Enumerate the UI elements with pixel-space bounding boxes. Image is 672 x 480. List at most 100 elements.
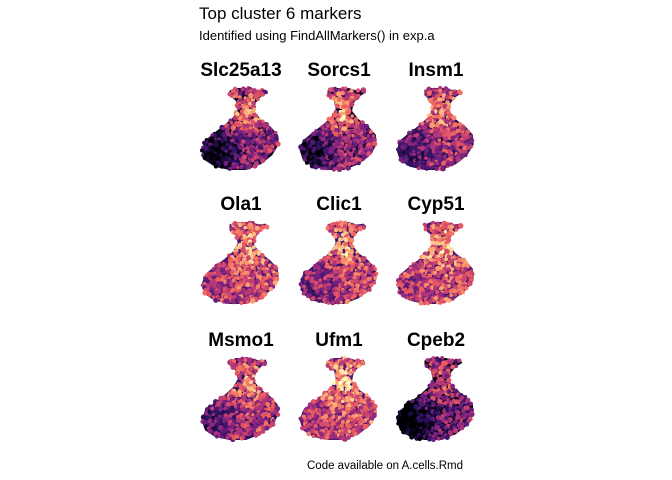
cell-point: [362, 289, 368, 294]
cell-point: [264, 279, 268, 283]
cell-point: [417, 273, 422, 278]
cell-point: [250, 429, 255, 433]
cell-point: [436, 394, 442, 399]
cell-point: [251, 245, 256, 250]
cell-point: [396, 147, 401, 152]
cell-point: [309, 410, 316, 416]
cell-point: [443, 229, 448, 234]
cell-point: [327, 166, 331, 170]
cell-point: [317, 153, 322, 158]
cell-point: [242, 278, 247, 283]
cell-point: [215, 148, 220, 153]
cell-point: [350, 421, 356, 427]
cell-point: [250, 139, 255, 145]
cell-point: [342, 437, 348, 442]
cell-point: [238, 98, 243, 103]
cell-point: [311, 434, 316, 439]
cell-point: [343, 286, 348, 290]
cell-point: [238, 104, 242, 109]
cell-point: [442, 148, 447, 153]
cell-point: [230, 391, 235, 395]
cell-point: [229, 120, 234, 125]
cell-point: [356, 364, 361, 369]
cell-point: [417, 152, 422, 157]
cell-point: [464, 286, 469, 291]
cell-point: [342, 224, 348, 230]
cell-point: [452, 255, 457, 260]
cell-point: [304, 160, 309, 165]
cell-point: [251, 285, 257, 291]
cell-point: [400, 159, 405, 164]
cell-point: [242, 357, 248, 363]
cell-point: [470, 413, 475, 417]
cell-point: [325, 132, 329, 137]
cell-point: [450, 364, 455, 370]
cell-point: [236, 276, 240, 280]
cell-point: [347, 380, 351, 384]
cell-point: [327, 142, 332, 148]
cell-point: [333, 227, 339, 233]
cell-point: [239, 164, 244, 170]
cell-point: [362, 425, 367, 430]
cell-point: [443, 270, 447, 274]
cell-point: [343, 152, 347, 157]
cell-point: [326, 301, 331, 305]
cell-point: [424, 391, 428, 395]
cell-point: [237, 132, 244, 139]
cell-point: [322, 166, 327, 171]
cell-point: [257, 262, 263, 269]
cell-point: [438, 300, 443, 305]
cell-point: [246, 357, 253, 363]
cell-point: [204, 277, 208, 281]
cell-point: [240, 263, 245, 268]
cell-point: [348, 101, 355, 108]
cell-point: [329, 390, 335, 396]
cell-point: [356, 252, 360, 257]
cell-point: [441, 97, 445, 102]
cell-point: [405, 431, 409, 436]
cell-point: [237, 144, 243, 150]
cell-point: [367, 287, 372, 292]
cell-point: [301, 292, 306, 296]
cell-point: [449, 156, 453, 160]
cell-point: [348, 139, 353, 145]
cell-point: [344, 252, 350, 258]
cell-point: [450, 393, 455, 398]
figure-caption: Code available on A.cells.Rmd: [307, 460, 463, 472]
cell-point: [341, 399, 345, 404]
cell-point: [415, 132, 420, 138]
cell-point: [326, 124, 330, 128]
cell-point: [200, 414, 206, 420]
cell-point: [216, 296, 221, 300]
cell-point: [266, 412, 272, 419]
cell-point: [443, 419, 449, 425]
cell-point: [227, 423, 231, 427]
cell-point: [436, 132, 443, 138]
cell-point: [326, 136, 331, 141]
cell-point: [322, 148, 328, 154]
cell-point: [364, 407, 368, 411]
cell-point: [340, 90, 346, 96]
cell-point: [455, 146, 460, 152]
cell-point: [241, 428, 246, 433]
cell-point: [348, 416, 354, 422]
cell-point: [355, 387, 360, 392]
cell-point: [446, 104, 452, 110]
facet-panel: Ufm1: [298, 330, 378, 442]
cell-point: [467, 282, 472, 287]
cell-point: [268, 270, 272, 274]
cell-point: [420, 156, 426, 161]
panel-title: Cpeb2: [407, 330, 465, 351]
cell-point: [213, 137, 217, 141]
cell-point: [336, 241, 341, 246]
cell-point: [326, 128, 331, 132]
cell-point: [424, 251, 429, 256]
cell-point: [405, 295, 410, 300]
cell-point: [395, 414, 401, 420]
cell-point: [448, 160, 455, 167]
cell-point: [439, 379, 445, 385]
cell-point: [334, 103, 340, 109]
cell-point: [264, 276, 268, 281]
cell-point: [306, 289, 312, 295]
cell-point: [309, 139, 316, 145]
